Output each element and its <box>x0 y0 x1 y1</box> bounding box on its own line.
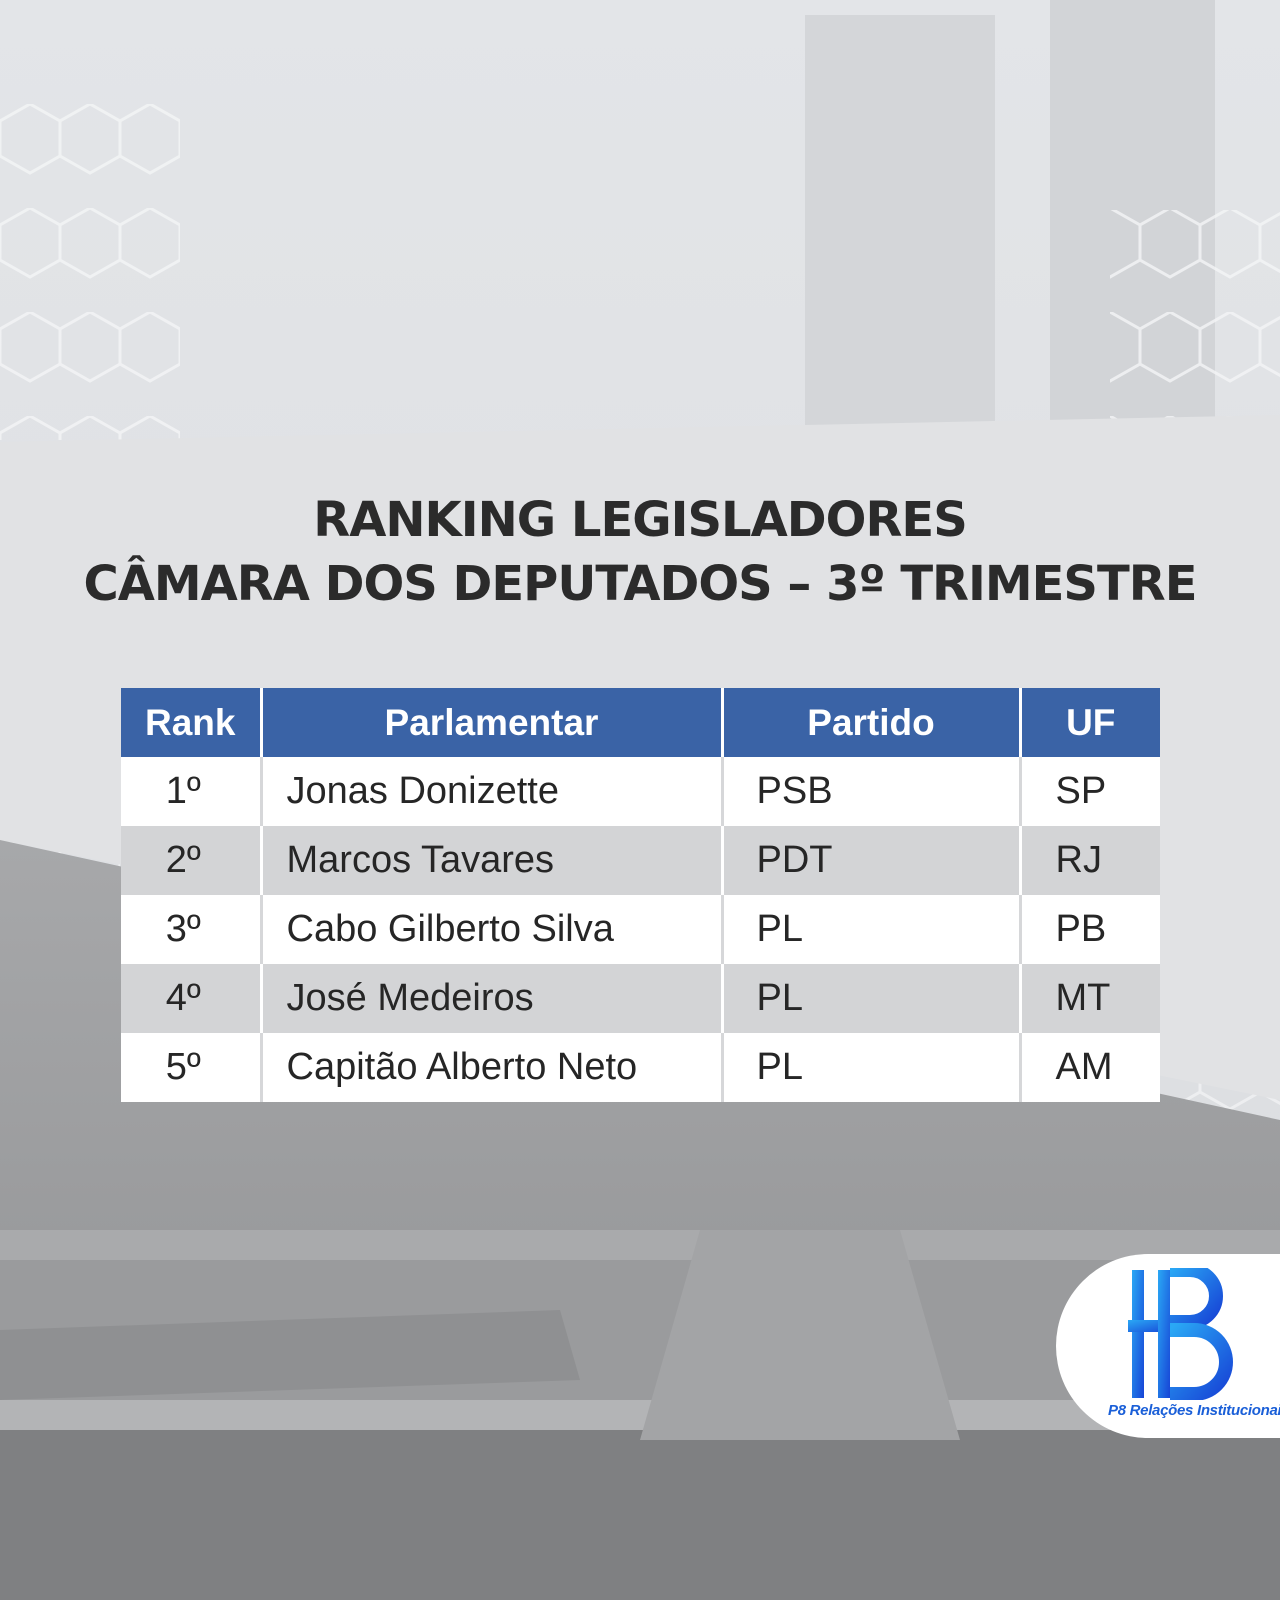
uf-cell: PB <box>1018 895 1160 964</box>
name-cell: Marcos Tavares <box>259 826 722 895</box>
name-cell: Capitão Alberto Neto <box>259 1033 722 1102</box>
rank-cell: 1º <box>121 757 261 826</box>
name-cell: José Medeiros <box>259 964 722 1033</box>
rank-cell: 3º <box>121 895 261 964</box>
table-row: 3º Cabo Gilberto Silva PL PB <box>121 895 1160 964</box>
logo-caption: P8 Relações Institucionais <box>1108 1402 1280 1419</box>
uf-cell: SP <box>1018 757 1160 826</box>
p8-logo-mark-icon <box>1128 1268 1233 1400</box>
header-parlamentar: Parlamentar <box>259 688 722 757</box>
header-uf: UF <box>1018 688 1160 757</box>
party-cell: PL <box>720 1033 1020 1102</box>
page-title: RANKING LEGISLADORES CÂMARA DOS DEPUTADO… <box>0 488 1280 616</box>
table-row: 2º Marcos Tavares PDT RJ <box>121 826 1160 895</box>
uf-cell: MT <box>1018 964 1160 1033</box>
table-row: 5º Capitão Alberto Neto PL AM <box>121 1033 1160 1102</box>
title-line-1: RANKING LEGISLADORES <box>313 492 968 548</box>
table-row: 4º José Medeiros PL MT <box>121 964 1160 1033</box>
table-header-row: Rank Parlamentar Partido UF <box>121 688 1160 757</box>
uf-cell: AM <box>1018 1033 1160 1102</box>
party-cell: PSB <box>720 757 1020 826</box>
rank-cell: 5º <box>121 1033 261 1102</box>
table-row: 1º Jonas Donizette PSB SP <box>121 757 1160 826</box>
ranking-table: Rank Parlamentar Partido UF 1º Jonas Don… <box>121 688 1160 1102</box>
title-line-2: CÂMARA DOS DEPUTADOS – 3º TRIMESTRE <box>83 556 1198 612</box>
header-rank: Rank <box>121 688 261 757</box>
header-partido: Partido <box>720 688 1020 757</box>
party-cell: PL <box>720 895 1020 964</box>
rank-cell: 2º <box>121 826 261 895</box>
party-cell: PDT <box>720 826 1020 895</box>
name-cell: Jonas Donizette <box>259 757 722 826</box>
uf-cell: RJ <box>1018 826 1160 895</box>
rank-cell: 4º <box>121 964 261 1033</box>
p8-logo: P8 Relações Institucionais <box>1056 1254 1280 1438</box>
name-cell: Cabo Gilberto Silva <box>259 895 722 964</box>
party-cell: PL <box>720 964 1020 1033</box>
